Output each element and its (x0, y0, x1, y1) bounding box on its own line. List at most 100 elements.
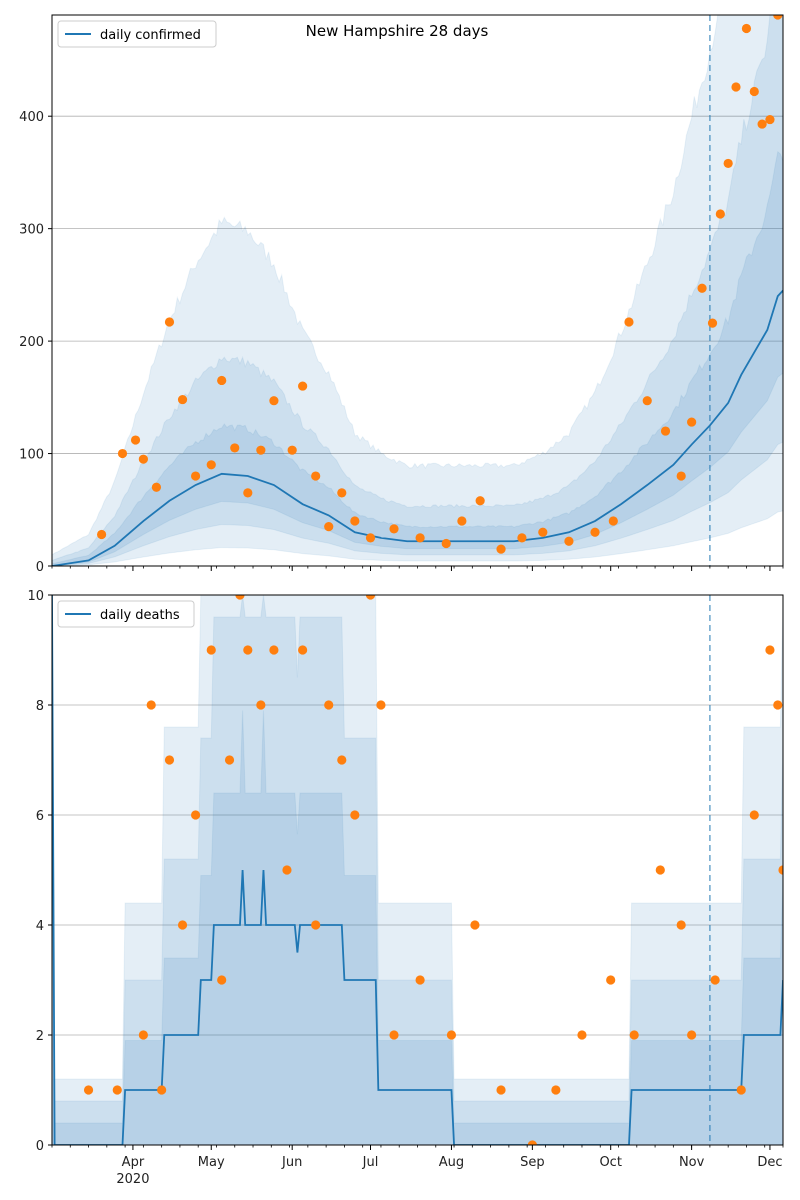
y-tick-label: 100 (19, 448, 44, 463)
data-point (389, 1030, 399, 1040)
data-point (441, 538, 451, 549)
data-point (311, 471, 321, 481)
data-point (629, 1030, 639, 1040)
data-point (736, 1085, 746, 1095)
y-tick-label: 300 (19, 223, 44, 238)
data-point (710, 975, 720, 985)
data-point (415, 533, 425, 543)
data-point (350, 516, 360, 526)
confidence-band (52, 595, 783, 1145)
data-point (337, 755, 347, 765)
data-point (723, 158, 733, 169)
legend: daily deaths (57, 600, 195, 628)
data-point (496, 1085, 506, 1095)
data-point (151, 482, 162, 492)
y-tick-label: 8 (36, 699, 44, 714)
data-point (365, 533, 376, 543)
uncertainty-bands (52, 15, 783, 566)
confirmed-chart: 0 100 200 300 400 New Hampshire 28 days daily … (19, 14, 784, 575)
data-point (117, 448, 128, 459)
data-point (778, 865, 783, 875)
data-point (527, 1140, 537, 1145)
data-point (269, 396, 279, 406)
data-point (206, 645, 216, 655)
legend-box (57, 20, 217, 48)
data-point (256, 700, 266, 710)
data-point (190, 810, 201, 820)
data-point (217, 975, 227, 985)
x-tick-label: Apr (122, 1155, 145, 1170)
y-tick-label: 0 (36, 560, 44, 575)
chart-title: New Hampshire 28 days (306, 22, 489, 40)
data-point (773, 15, 783, 20)
data-point (590, 527, 600, 537)
confidence-band (52, 15, 783, 566)
data-point (97, 529, 107, 540)
data-point (224, 755, 235, 765)
data-point (230, 443, 240, 453)
confidence-band (52, 595, 783, 1145)
y-tick-label: 4 (36, 919, 44, 934)
data-point (389, 524, 399, 534)
scatter-points (83, 595, 783, 1145)
data-point (269, 645, 279, 655)
data-point (243, 645, 253, 655)
scatter-points (97, 15, 783, 554)
data-point (130, 435, 141, 445)
data-point (577, 1030, 587, 1040)
x-tick-label: Nov (679, 1155, 705, 1170)
data-point (190, 471, 201, 481)
series-line (52, 289, 783, 566)
uncertainty-bands (52, 595, 783, 1145)
data-point (376, 700, 386, 710)
data-point (243, 488, 253, 498)
data-point (298, 381, 308, 391)
data-point (697, 283, 707, 293)
data-point (177, 920, 188, 930)
data-point (282, 865, 292, 875)
data-point (365, 595, 376, 600)
x-tick-label: Dec (757, 1155, 782, 1170)
data-point (551, 1085, 561, 1095)
data-point (757, 119, 767, 129)
data-point (164, 755, 175, 765)
x-tick-label: Oct (599, 1155, 621, 1170)
data-point (538, 527, 548, 537)
data-point (749, 86, 759, 97)
data-point (324, 522, 334, 532)
data-point (660, 426, 671, 436)
data-point (676, 920, 686, 930)
data-point (765, 645, 775, 655)
data-point (765, 114, 775, 125)
data-point (337, 488, 347, 498)
data-point (470, 920, 480, 930)
confidence-band (52, 595, 783, 1145)
data-point (446, 1030, 457, 1040)
data-point (496, 544, 506, 554)
y-tick-label: 10 (27, 589, 44, 604)
data-point (256, 445, 266, 455)
y-tick-label: 200 (19, 335, 44, 350)
data-point (324, 700, 334, 710)
x-tick-label: Jul (362, 1155, 379, 1170)
y-tick-label: 2 (36, 1029, 44, 1044)
x-tick-label: May (198, 1155, 225, 1170)
legend-box (57, 600, 195, 628)
data-point (475, 496, 485, 506)
y-tick-label: 0 (36, 1139, 44, 1154)
data-point (112, 1085, 122, 1095)
data-point (564, 536, 574, 546)
data-point (235, 595, 245, 600)
data-point (517, 533, 527, 543)
x-tick-sublabel: 2020 (116, 1172, 149, 1187)
data-point (676, 471, 686, 481)
data-point (415, 975, 425, 985)
data-point (687, 417, 697, 427)
data-point (206, 460, 216, 470)
legend: daily confirmed (57, 20, 217, 48)
data-point (146, 700, 156, 710)
data-point (773, 700, 783, 710)
data-point (715, 209, 725, 219)
data-point (157, 1085, 167, 1095)
